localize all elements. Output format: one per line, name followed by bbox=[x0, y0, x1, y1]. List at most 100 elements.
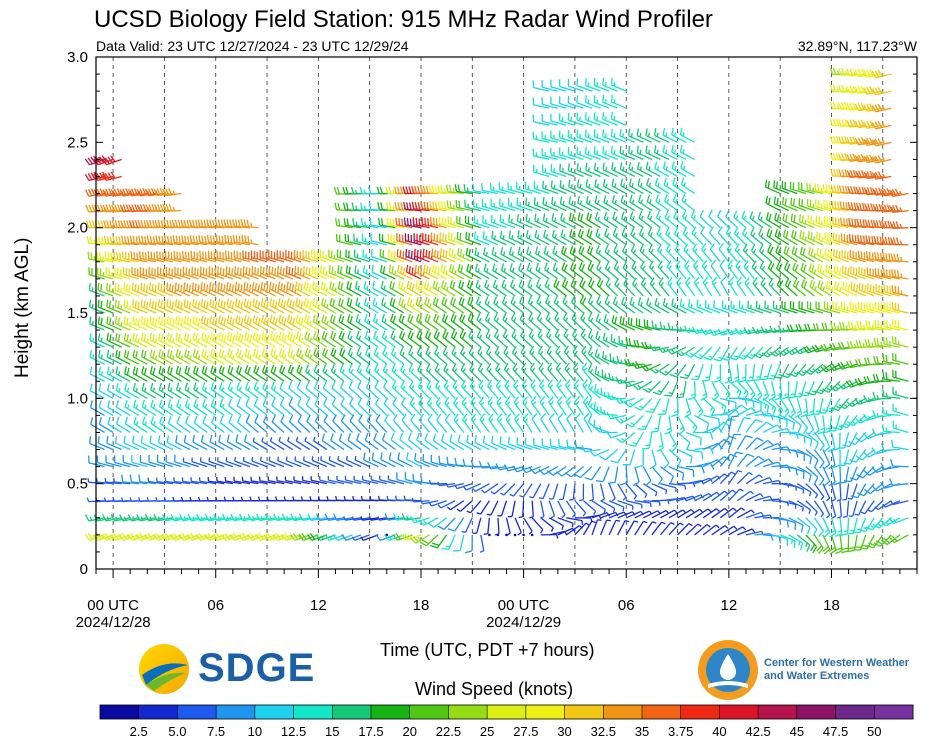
wind-barb-half-flag bbox=[480, 384, 484, 389]
wind-barb-flag bbox=[200, 219, 204, 227]
wind-barb-flag bbox=[237, 299, 241, 308]
wind-barb-flag bbox=[457, 247, 460, 256]
wind-barb-flag bbox=[628, 145, 631, 154]
wind-barb-flag bbox=[349, 299, 353, 307]
wind-barb-flag bbox=[189, 318, 192, 326]
wind-barb-flag bbox=[632, 384, 639, 391]
wind-barb-flag bbox=[356, 347, 361, 355]
wind-barb-half-flag bbox=[488, 351, 492, 356]
wind-barb-flag bbox=[610, 145, 613, 154]
wind-barb-flag bbox=[304, 331, 308, 339]
wind-barb-flag bbox=[448, 184, 452, 193]
wind-barb-half-flag bbox=[539, 515, 545, 519]
wind-barb-staff bbox=[668, 449, 682, 461]
wind-barb-flag bbox=[737, 355, 745, 360]
wind-barb-half-flag bbox=[357, 285, 360, 290]
wind-barb-half-flag bbox=[454, 484, 458, 489]
wind-barb-flag bbox=[165, 188, 170, 196]
wind-barb-flag bbox=[180, 219, 184, 227]
wind-barb-half-flag bbox=[669, 281, 673, 287]
wind-barb-flag bbox=[412, 217, 415, 225]
wind-barb-half-flag bbox=[597, 353, 600, 358]
wind-barb-flag bbox=[589, 263, 594, 271]
wind-barb-flag bbox=[332, 349, 337, 357]
wind-barb-staff bbox=[700, 232, 713, 246]
wind-barb-half-flag bbox=[579, 200, 583, 205]
wind-barb-flag bbox=[169, 333, 173, 342]
wind-barb-half-flag bbox=[620, 359, 623, 364]
wind-barb-flag bbox=[126, 351, 130, 359]
wind-barb-half-flag bbox=[650, 408, 655, 411]
wind-barb-flag bbox=[478, 379, 484, 387]
wind-barb-half-flag bbox=[752, 232, 756, 237]
wind-barb-staff bbox=[499, 442, 516, 451]
wind-barb-half-flag bbox=[682, 165, 686, 170]
wind-barb-half-flag bbox=[667, 248, 672, 253]
wind-barb-staff bbox=[500, 500, 508, 517]
wind-barb-flag bbox=[428, 185, 432, 193]
wind-barb-flag bbox=[684, 413, 692, 419]
wind-barb-flag bbox=[331, 282, 335, 291]
wind-barb-staff bbox=[406, 458, 422, 468]
wind-barb-flag bbox=[736, 276, 743, 284]
wind-barb-flag bbox=[546, 345, 552, 353]
wind-barb-staff bbox=[294, 459, 311, 468]
wind-barb-flag bbox=[580, 230, 584, 238]
wind-barb-staff bbox=[366, 387, 379, 399]
wind-barb-flag bbox=[219, 382, 223, 390]
wind-barb-flag bbox=[301, 533, 307, 540]
wind-barb-flag bbox=[170, 534, 176, 541]
wind-barb-staff bbox=[503, 483, 516, 496]
wind-barb-flag bbox=[246, 350, 251, 358]
wind-barb-staff bbox=[122, 481, 139, 485]
wind-barb-flag bbox=[96, 157, 102, 165]
wind-barb-flag bbox=[210, 365, 214, 373]
wind-barb-flag bbox=[622, 317, 625, 325]
wind-barb-staff bbox=[582, 520, 593, 536]
wind-barb-staff bbox=[115, 442, 131, 451]
wind-barb-flag bbox=[478, 396, 485, 404]
wind-barb-half-flag bbox=[605, 166, 608, 172]
wind-barb-staff bbox=[779, 517, 796, 524]
wind-barb-half-flag bbox=[522, 334, 526, 339]
wind-barb-flag bbox=[629, 296, 633, 305]
wind-barb-staff bbox=[542, 444, 558, 451]
wind-barb-staff bbox=[459, 500, 473, 512]
wind-barb-flag bbox=[427, 218, 429, 226]
wind-barb-staff bbox=[550, 86, 567, 92]
wind-barb-flag bbox=[526, 246, 530, 254]
wind-barb-flag bbox=[126, 220, 130, 228]
wind-barb-flag bbox=[381, 432, 386, 441]
wind-barb-staff bbox=[431, 500, 447, 507]
wind-barb-flag bbox=[512, 362, 518, 370]
wind-barb-flag bbox=[337, 281, 341, 289]
wind-barb-staff bbox=[185, 422, 200, 433]
wind-barb-flag bbox=[517, 246, 521, 255]
wind-barb-flag bbox=[152, 317, 155, 325]
wind-barb-flag bbox=[154, 318, 158, 326]
wind-barb-half-flag bbox=[747, 329, 752, 334]
wind-barb-flag bbox=[138, 533, 145, 540]
wind-barb-flag bbox=[257, 301, 261, 309]
wind-barb-half-flag bbox=[520, 267, 524, 272]
wind-barb-staff bbox=[182, 480, 199, 485]
wind-barb-flag bbox=[572, 345, 578, 353]
wind-barb-half-flag bbox=[666, 215, 670, 220]
wind-barb-flag bbox=[595, 480, 604, 483]
wind-barb-flag bbox=[772, 407, 777, 416]
wind-barb-flag bbox=[253, 398, 258, 406]
wind-barb-half-flag bbox=[754, 282, 758, 287]
wind-barb-half-flag bbox=[489, 418, 494, 423]
wind-barb-flag bbox=[281, 513, 287, 521]
wind-barb-flag bbox=[212, 219, 215, 228]
wind-barb-flag bbox=[246, 283, 249, 291]
wind-barb-flag bbox=[329, 297, 333, 306]
wind-barb-flag bbox=[366, 414, 372, 422]
wind-barb-flag bbox=[231, 318, 235, 326]
wind-barb-flag bbox=[587, 398, 592, 406]
wind-barb-flag bbox=[392, 534, 398, 541]
wind-barb-half-flag bbox=[654, 368, 659, 373]
wind-barb-flag bbox=[430, 544, 438, 549]
wind-barb-flag bbox=[581, 345, 587, 353]
wind-barb-flag bbox=[764, 179, 768, 188]
